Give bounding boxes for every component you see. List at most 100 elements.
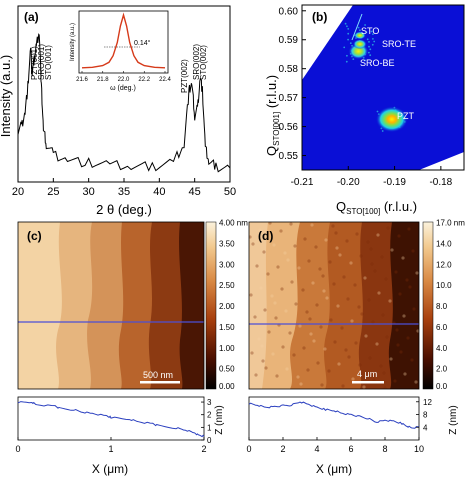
inset-frame xyxy=(78,10,169,74)
profile-c-xticks: 0 1 2 xyxy=(15,437,207,454)
peak-label-pzt002: PZT(002) xyxy=(180,59,189,93)
profile-d-line xyxy=(248,401,420,429)
panel-c-label: (c) xyxy=(27,229,42,243)
profile-ytick-label: 1 xyxy=(207,423,212,432)
profile-xtick-label: 2 xyxy=(201,444,206,454)
profile-ytick-label: 3 xyxy=(207,398,212,407)
colorbar-tick-label: 2.00 xyxy=(219,302,235,311)
panel-a-xtick-label: 30 xyxy=(83,186,95,198)
panel-b-xtick-label: -0.21 xyxy=(291,177,314,188)
panel-a-xtick-label: 40 xyxy=(153,186,165,198)
profile-d-xticks: 0 2 4 6 8 10 xyxy=(246,437,424,454)
peak-label-pzt001: PZT(001) xyxy=(30,46,39,80)
panel-a-label: (a) xyxy=(24,10,39,24)
colorbar-tick-label: 2.0 xyxy=(436,365,448,374)
peak-label-sto001: STO(001) xyxy=(44,45,53,80)
colorbar-d-ticks: 17.0 nm 14.0 12.0 10.0 8.0 6.0 4.0 2.0 0.0 xyxy=(436,219,465,392)
profile-d-xlabel: X (μm) xyxy=(316,462,352,476)
profile-ytick-label: 0 xyxy=(207,436,212,445)
rsm-intensity-map xyxy=(302,5,464,170)
panel-b-xtick-label: -0.18 xyxy=(429,177,452,188)
spot-label-sro-be: SRO-BE xyxy=(360,58,395,68)
profile-c-ylabel: Z (nm) xyxy=(214,405,225,434)
colorbar-tick-label: 2.50 xyxy=(219,281,235,290)
colorbar-tick-label: 8.0 xyxy=(436,302,448,311)
panel-b-label: (b) xyxy=(312,10,327,24)
panel-a-xlabel: 2 θ (deg.) xyxy=(96,202,152,217)
panel-a-xtick-label: 45 xyxy=(189,186,201,198)
profile-xtick-label: 0 xyxy=(15,444,20,454)
fwhm-label: 0.14° xyxy=(134,39,151,47)
colorbar-tick-label: 4.0 xyxy=(436,344,448,353)
inset-xtick-label: 21.8 xyxy=(97,77,109,83)
panel-a-xtick-label: 35 xyxy=(118,186,130,198)
colorbar-d xyxy=(422,221,434,390)
panel-b-ytick-label: 0.56 xyxy=(279,122,299,133)
xrd-pattern-line xyxy=(17,33,231,173)
panel-b-frame xyxy=(301,4,465,171)
sto-streak xyxy=(351,13,363,41)
panel-b-xticks: -0.21 -0.20 -0.19 -0.18 xyxy=(291,166,453,188)
panel-d-label: (d) xyxy=(258,229,273,243)
profile-xtick-label: 8 xyxy=(382,444,387,454)
inset-xtick-label: 22.4 xyxy=(159,77,171,83)
colorbar-tick-label: 0.50 xyxy=(219,365,235,374)
panel-b-ytick-label: 0.55 xyxy=(279,151,299,162)
profile-xtick-label: 0 xyxy=(246,444,251,454)
spot-label-pzt: PZT xyxy=(397,111,415,121)
panel-b-xtick-label: -0.19 xyxy=(383,177,406,188)
colorbar-tick-label: 14.0 xyxy=(436,239,452,248)
spot-label-sro-te: SRO-TE xyxy=(382,39,416,49)
panel-b-ylabel: QSTO[001] (r.l.u.) xyxy=(264,75,281,156)
rocking-curve-line xyxy=(81,12,166,69)
profile-xtick-label: 1 xyxy=(108,444,113,454)
panel-d-frame xyxy=(248,221,420,390)
profile-c-yticks: 0 1 2 3 xyxy=(201,398,212,445)
inset-xlabel: ω (deg.) xyxy=(110,85,136,92)
scalebar-d-label: 4 μm xyxy=(357,369,377,379)
inset-xtick-label: 22.2 xyxy=(138,77,150,83)
afm-image-c xyxy=(18,222,204,389)
panel-b-xtick-label: -0.20 xyxy=(337,177,360,188)
profile-ytick-label: 2 xyxy=(207,411,212,420)
colorbar-tick-label: 1.00 xyxy=(219,344,235,353)
peak-label-sto002: STO(002) xyxy=(199,45,208,80)
colorbar-tick-label: 4.00 nm xyxy=(219,219,248,228)
inset-xtick-label: 21.6 xyxy=(76,77,88,83)
profile-c-xlabel: X (μm) xyxy=(92,462,128,476)
colorbar-tick-label: 0.0 xyxy=(436,382,448,391)
colorbar-tick-label: 3.50 xyxy=(219,239,235,248)
profile-d-yticks: 4 8 12 xyxy=(416,398,432,432)
profile-xtick-label: 4 xyxy=(314,444,319,454)
panel-b-ytick-label: 0.58 xyxy=(279,64,299,75)
colorbar-c xyxy=(205,221,217,390)
panel-b-ytick-label: 0.59 xyxy=(279,35,299,46)
scalebar-c xyxy=(140,381,180,384)
profile-d-frame xyxy=(248,396,420,441)
panel-a-xtick-label: 20 xyxy=(12,186,24,198)
colorbar-tick-label: 10.0 xyxy=(436,281,452,290)
colorbar-tick-label: 17.0 nm xyxy=(436,219,465,228)
profile-ytick-label: 4 xyxy=(423,423,428,432)
profile-ytick-label: 12 xyxy=(423,398,432,407)
panel-a: (a) Intensity (a.u.) 2 θ (deg.) 20 25 30 35… xyxy=(0,5,236,217)
inset-ylabel: Intensity (a.u.) xyxy=(70,23,76,61)
panel-a-xtick-label: 25 xyxy=(47,186,59,198)
panel-c-frame xyxy=(17,221,205,390)
colorbar-tick-label: 6.0 xyxy=(436,323,448,332)
rsm-spot-sro-te xyxy=(352,39,367,50)
panel-b-xlabel: QSTO[100] (r.l.u.) xyxy=(336,199,417,216)
panel-a-ylabel: Intensity (a.u.) xyxy=(0,55,13,137)
panel-b-ytick-label: 0.60 xyxy=(279,6,299,17)
profile-xtick-label: 6 xyxy=(348,444,353,454)
colorbar-tick-label: 3.00 xyxy=(219,260,235,269)
colorbar-tick-label: 12.0 xyxy=(436,260,452,269)
profile-d-ylabel: Z (nm) xyxy=(448,405,459,434)
afm-image-d xyxy=(249,222,419,389)
peak-label-sro002: SRO(002) xyxy=(192,44,201,80)
profile-c-line xyxy=(17,401,205,438)
rsm-spot-pzt xyxy=(375,106,408,133)
profile-xtick-label: 2 xyxy=(280,444,285,454)
panel-d: (d) 4 μm 17.0 nm 14.0 12.0 10.0 8.0 6.0 4.0 2.0… xyxy=(246,219,465,477)
